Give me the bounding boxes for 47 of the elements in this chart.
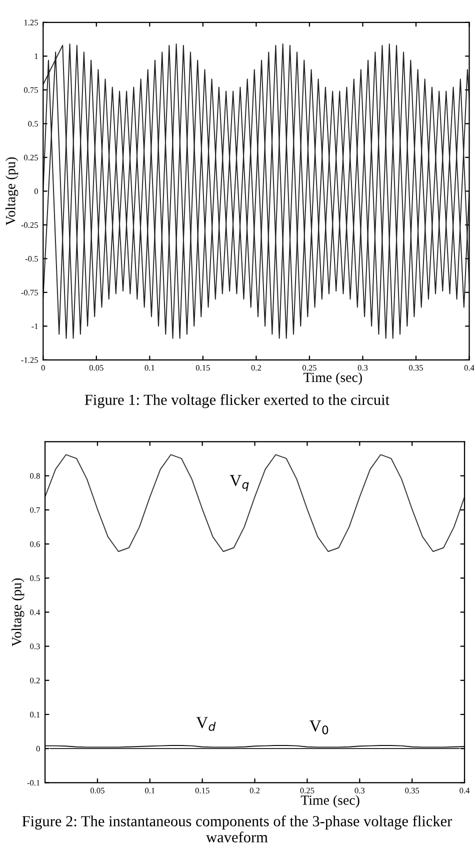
x-tick-label: 0.15	[195, 788, 210, 794]
x-tick-label: 0.1	[145, 788, 155, 794]
y-tick-label: 0.5	[30, 575, 40, 582]
y-tick-label: -1.25	[21, 357, 38, 363]
y-tick-label: 0.2	[30, 678, 40, 684]
x-tick-label: 0.15	[196, 365, 210, 371]
y-tick-label: -0.5	[25, 256, 38, 262]
x-tick-label: 0.1	[144, 365, 154, 371]
x-tick-label: 0.35	[405, 788, 420, 794]
x-tick-label: 0.4	[460, 788, 470, 794]
y-tick-label: 0.3	[30, 644, 40, 650]
series-label: V$_{q}$	[230, 475, 249, 492]
x-axis-title: Time (sec)	[300, 795, 360, 808]
x-tick-label: 0.3	[358, 365, 368, 371]
y-tick-label: 0	[36, 746, 40, 752]
caption: Figure 2: The instantaneous components of the 3-phase voltage flicker waveform	[22, 815, 452, 842]
y-tick-label: 0.5	[28, 120, 38, 127]
caption: Figure 1: The voltage flicker exerted to the circuit	[84, 394, 390, 408]
y-tick-label: -0.75	[21, 290, 38, 296]
x-tick-label: 0.3	[354, 788, 365, 794]
x-tick-label: 0.25	[300, 788, 314, 794]
series-label: V$_{0}$	[309, 720, 328, 734]
y-tick-label: 0.7	[30, 507, 40, 513]
x-axis-title: Time (sec)	[304, 372, 362, 385]
y-tick-label: -0.25	[21, 222, 38, 228]
y-tick-label: 0.4	[30, 610, 40, 616]
y-tick-label: -1	[32, 324, 38, 330]
y-tick-label: 1.25	[24, 20, 38, 26]
x-tick-label: 0.4	[464, 365, 474, 371]
x-tick-label: 0.2	[251, 365, 261, 371]
y-tick-label: 0.1	[30, 712, 40, 718]
y-axis-title: Voltage (pu)	[6, 157, 18, 226]
y-tick-label: 1	[34, 54, 38, 60]
y-tick-label: -0.1	[27, 780, 40, 786]
x-tick-label: 0.25	[302, 365, 316, 371]
x-tick-label: 0.05	[89, 365, 104, 371]
y-tick-label: 0.6	[30, 541, 40, 547]
x-tick-label: 0.35	[409, 365, 423, 371]
y-tick-label: 0.75	[24, 87, 38, 93]
y-tick-label: 0.25	[24, 154, 38, 160]
series-label: V$_{d}$	[196, 717, 216, 731]
x-tick-label: 0.2	[250, 788, 260, 794]
y-axis-title: Voltage (pu)	[12, 578, 24, 646]
x-tick-label: 0	[41, 365, 45, 371]
y-tick-label: 0.8	[30, 473, 40, 479]
y-tick-label: 0	[34, 188, 38, 194]
x-tick-label: 0.05	[90, 788, 104, 794]
